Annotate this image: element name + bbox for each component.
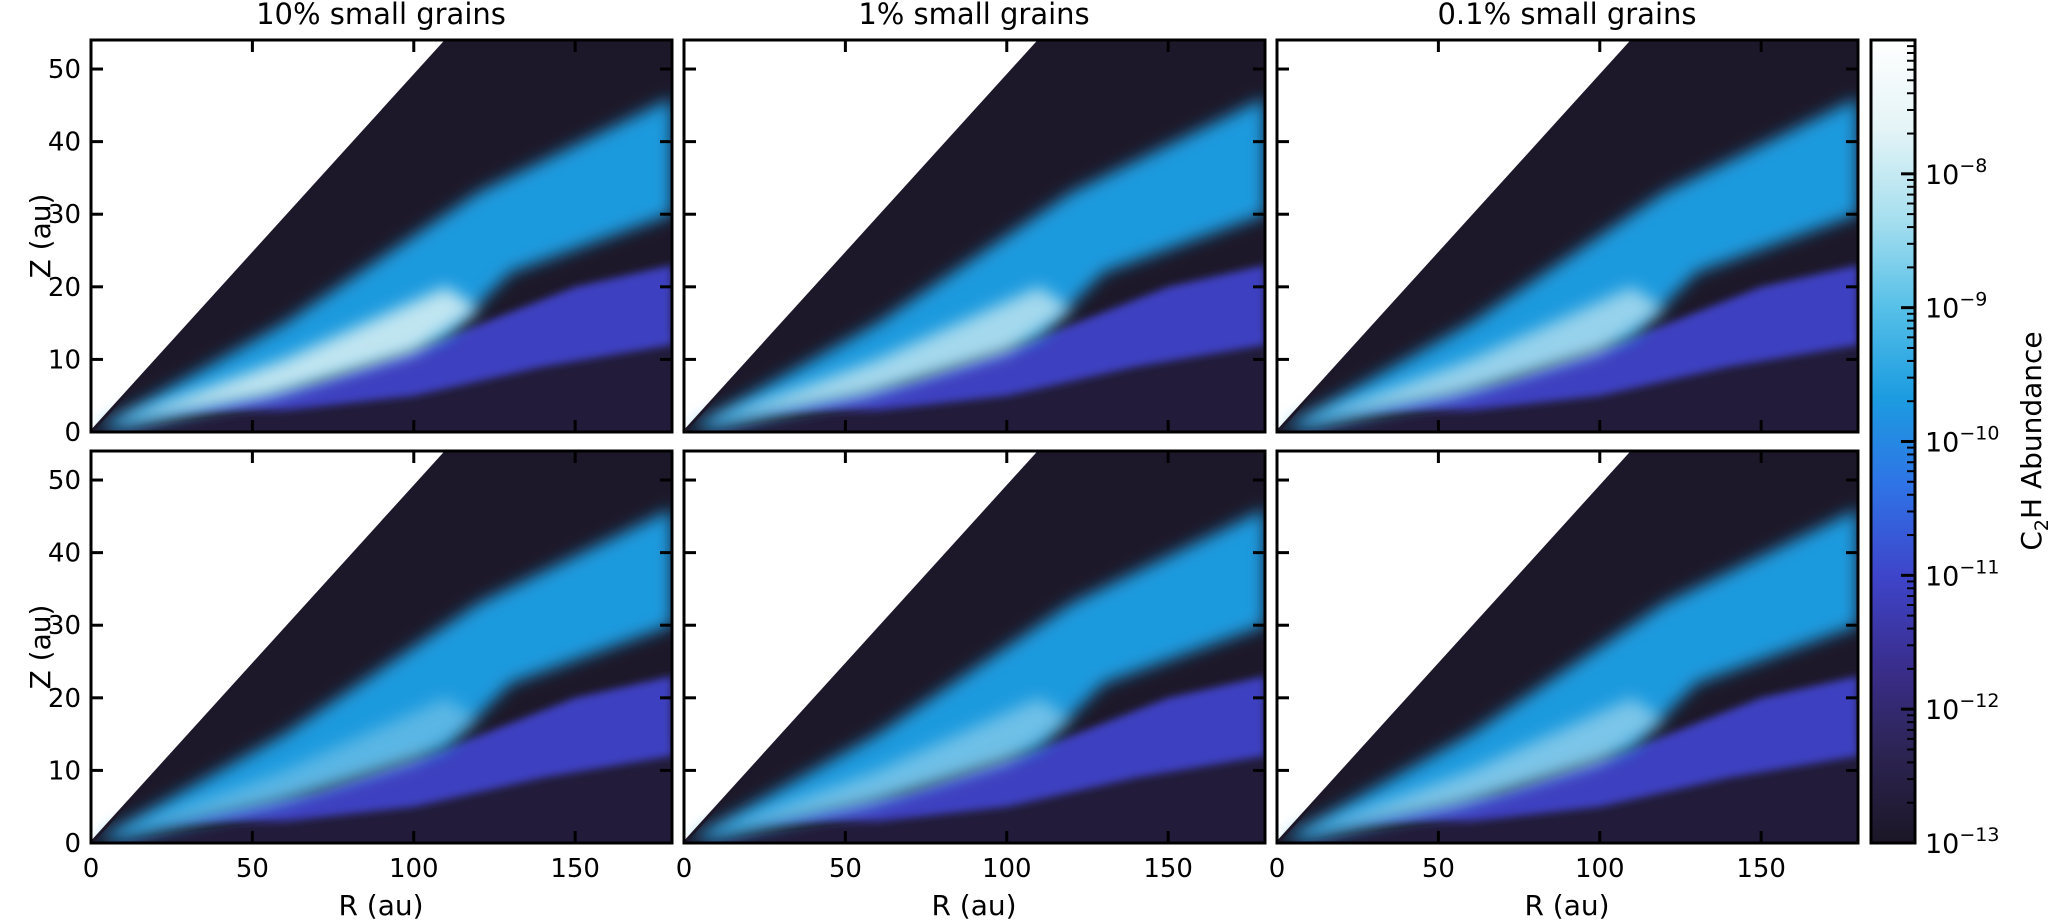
y-tick-label: 10: [48, 756, 81, 786]
x-tick-label: 150: [550, 854, 600, 884]
lower-layer: [748, 676, 1265, 822]
y-tick-label: 40: [48, 539, 81, 569]
surface-edge: [1277, 451, 1635, 843]
x-tick-label: 50: [1422, 854, 1455, 884]
panel-row1-col1: [89, 38, 674, 434]
colorbar-label: C2H Abundance: [2015, 331, 2050, 550]
y-tick-label: 50: [48, 466, 81, 496]
x-tick-label: 100: [1575, 854, 1625, 884]
warm-layer: [690, 98, 1265, 429]
x-tick-label: 50: [829, 854, 862, 884]
panel-image: [1277, 451, 1858, 843]
panel-frame: [682, 38, 1267, 434]
colorbar-minor-ticks: [1907, 45, 1915, 804]
bright-core: [700, 697, 1072, 836]
x-axis-label-2: R (au): [931, 889, 1016, 922]
panel-image: [91, 451, 672, 843]
x-tick-label: 0: [676, 854, 693, 884]
column-title-3: 0.1% small grains: [1437, 0, 1696, 31]
panel-row2-col1: [89, 449, 674, 845]
panel-image: [684, 40, 1265, 432]
surface-edge: [91, 451, 449, 843]
x-tick-label: 100: [982, 854, 1032, 884]
bright-core: [1293, 697, 1665, 836]
colorbar-tick-label: 10−10: [1925, 423, 1999, 459]
bright-core: [107, 697, 479, 836]
bright-core: [107, 286, 479, 425]
colorbar-frame: [1869, 38, 1917, 845]
x-tick-label: 150: [1736, 854, 1786, 884]
bright-core: [1293, 286, 1665, 425]
panel-frame: [89, 38, 674, 434]
panel-image: [91, 40, 672, 432]
colorbar-tick-label: 10−11: [1925, 556, 1999, 592]
x-tick-label: 0: [83, 854, 100, 884]
y-tick-label: 0: [64, 829, 81, 859]
y-tick-label: 40: [48, 128, 81, 158]
panel-frame: [1275, 38, 1860, 434]
x-axis-label-1: R (au): [338, 889, 423, 922]
column-title-2: 1% small grains: [858, 0, 1089, 31]
x-tick-label: 0: [1269, 854, 1286, 884]
lower-layer: [155, 676, 672, 822]
lower-layer: [1341, 676, 1858, 822]
panel-row1-col3: [1275, 38, 1860, 434]
panel-row1-col2: [682, 38, 1267, 434]
y-tick-label: 30: [48, 611, 81, 641]
colorbar-tick-label: 10−12: [1925, 690, 1999, 726]
lower-layer: [748, 265, 1265, 411]
y-axis-label-bottom: Z (au): [24, 605, 57, 690]
x-tick-label: 50: [236, 854, 269, 884]
y-tick-label: 20: [48, 273, 81, 303]
warm-layer: [97, 98, 672, 429]
panel-frame: [89, 449, 674, 845]
panel-row2-col2: [682, 449, 1267, 845]
surface-edge: [1277, 40, 1635, 432]
x-tick-label: 150: [1143, 854, 1193, 884]
y-tick-label: 10: [48, 345, 81, 375]
warm-layer: [690, 509, 1265, 840]
warm-layer: [1283, 509, 1858, 840]
y-tick-label: 50: [48, 55, 81, 85]
y-tick-label: 0: [64, 418, 81, 448]
y-axis-label-top: Z (au): [24, 194, 57, 279]
y-tick-label: 30: [48, 200, 81, 230]
x-tick-label: 100: [389, 854, 439, 884]
x-axis-label-3: R (au): [1524, 889, 1609, 922]
panel-row2-col3: [1275, 449, 1860, 845]
colorbar-major-ticks: 10−8 10−9 10−10 10−11 10−12 10−13: [1901, 155, 1999, 860]
lower-layer: [155, 265, 672, 411]
panel-image: [684, 451, 1265, 843]
colorbar-tick-label: 10−9: [1925, 289, 1987, 325]
y-tick-label: 20: [48, 684, 81, 714]
colorbar-tick-label: 10−13: [1925, 824, 1999, 860]
colorbar-tick-label: 10−8: [1925, 155, 1987, 191]
lower-layer: [1341, 265, 1858, 411]
panel-frame: [682, 449, 1267, 845]
surface-edge: [684, 40, 1042, 432]
surface-edge: [684, 451, 1042, 843]
axis-ticks: 0 10 20 30 40 50 0 50 100 150 0 10 20 30 40 50 0 50 100 150…: [48, 40, 1858, 884]
panel-frame: [1275, 449, 1860, 845]
column-title-1: 10% small grains: [256, 0, 506, 31]
bright-core: [700, 286, 1072, 425]
warm-layer: [1283, 98, 1858, 429]
colorbar: 10−8 10−9 10−10 10−11 10−12 10−13 C2H Abundan…: [1869, 38, 2050, 860]
warm-layer: [97, 509, 672, 840]
surface-edge: [91, 40, 449, 432]
panel-image: [1277, 40, 1858, 432]
